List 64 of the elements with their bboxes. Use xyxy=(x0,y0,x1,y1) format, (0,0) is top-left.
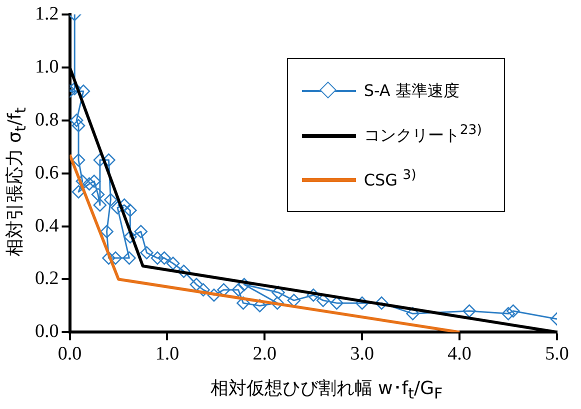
point xyxy=(100,224,114,238)
y-tick-label: 1.0 xyxy=(35,56,59,78)
x-tick-label: 0.0 xyxy=(58,344,82,365)
point xyxy=(158,251,171,265)
point xyxy=(238,278,251,292)
point xyxy=(122,251,136,265)
point xyxy=(93,198,107,212)
point xyxy=(462,304,476,318)
point xyxy=(76,174,90,188)
point xyxy=(196,283,210,296)
point xyxy=(134,224,148,238)
x-tick-label: 4.0 xyxy=(448,344,472,365)
point xyxy=(232,283,245,296)
point xyxy=(118,198,131,212)
point xyxy=(287,294,301,308)
x-tick-label: 2.0 xyxy=(252,344,277,365)
point xyxy=(406,307,420,320)
point xyxy=(102,153,116,167)
y-tick-label: 0.4 xyxy=(35,215,60,236)
point xyxy=(93,153,107,167)
point xyxy=(374,296,388,310)
point xyxy=(91,188,105,202)
point xyxy=(110,201,124,214)
point xyxy=(166,256,180,270)
point xyxy=(177,264,190,278)
x-tick-label: 5.0 xyxy=(545,344,569,365)
point xyxy=(72,118,86,132)
y-tick-label: 1.2 xyxy=(35,3,59,24)
legend-label: コンクリート$^{23)}$ xyxy=(364,123,482,147)
point xyxy=(72,185,86,198)
point xyxy=(253,299,266,312)
point xyxy=(217,283,230,296)
legend-label: CSG $^{3)}$ xyxy=(364,168,416,190)
y-tick-label: 0.6 xyxy=(35,162,59,184)
point xyxy=(72,153,86,167)
x-tick-label: 3.0 xyxy=(350,344,374,365)
point xyxy=(124,204,137,218)
point xyxy=(70,114,84,127)
x-axis-title: 相対仮想ひび割れ幅 w･f$_{t}$/G$_{F}$ xyxy=(209,377,444,403)
point xyxy=(502,307,515,320)
point xyxy=(140,246,154,260)
point xyxy=(87,174,101,188)
legend-label: S-A 基準速度 xyxy=(364,80,460,102)
point xyxy=(270,296,284,310)
point xyxy=(207,288,221,302)
point xyxy=(108,251,122,265)
point xyxy=(330,296,344,310)
x-tick-label: 1.0 xyxy=(155,344,180,365)
point xyxy=(82,177,96,191)
point xyxy=(124,230,137,244)
y-tick-label: 0.8 xyxy=(35,109,59,130)
point xyxy=(150,251,164,265)
point xyxy=(355,296,369,310)
y-tick-label: 0.2 xyxy=(35,268,59,290)
point xyxy=(190,278,204,292)
point xyxy=(506,304,520,318)
y-tick-label: 0.0 xyxy=(35,321,59,342)
point xyxy=(316,294,330,308)
point xyxy=(70,82,82,96)
point xyxy=(102,251,116,265)
point xyxy=(104,193,118,206)
point xyxy=(306,288,320,302)
point xyxy=(236,296,250,310)
point xyxy=(272,286,285,300)
